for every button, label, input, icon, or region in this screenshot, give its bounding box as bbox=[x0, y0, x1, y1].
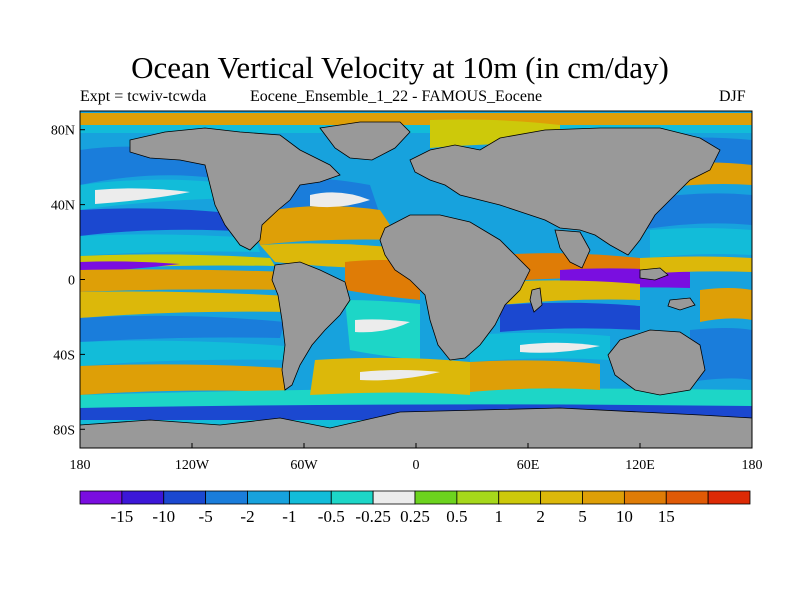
colorbar-label: -15 bbox=[111, 507, 134, 526]
experiment-label: Expt = tcwiv-tcwda bbox=[80, 88, 207, 105]
lat-tick-label: 80N bbox=[51, 124, 75, 139]
colorbar-label: 0.5 bbox=[446, 507, 467, 526]
lat-tick-label: 40N bbox=[51, 199, 75, 214]
lon-tick-label: 120W bbox=[175, 458, 210, 473]
season-label: DJF bbox=[719, 88, 746, 105]
colorbar-box bbox=[707, 490, 751, 505]
colorbar-label: -0.25 bbox=[355, 507, 390, 526]
eurasia-landmass bbox=[409, 127, 721, 256]
lon-tick-label: 180 bbox=[70, 458, 91, 473]
colorbar-label: 10 bbox=[616, 507, 633, 526]
colorbar-box bbox=[582, 490, 625, 505]
north-america-landmass bbox=[129, 127, 341, 251]
colorbar-label: -10 bbox=[152, 507, 175, 526]
colorbar-box bbox=[205, 490, 248, 505]
ensemble-label: Eocene_Ensemble_1_22 - FAMOUS_Eocene bbox=[250, 88, 543, 105]
colorbar-box bbox=[288, 490, 332, 505]
colorbar-box bbox=[163, 490, 207, 505]
colorbar-box bbox=[456, 490, 500, 505]
lon-tick-label: 60E bbox=[517, 458, 540, 473]
colorbar-label: -2 bbox=[240, 507, 254, 526]
land-masses bbox=[80, 121, 752, 448]
colorbar-box bbox=[121, 490, 165, 505]
africa-landmass bbox=[379, 214, 531, 361]
lat-tick-label: 40S bbox=[53, 348, 75, 363]
colorbar-box bbox=[247, 490, 290, 505]
colorbar-label: 0.25 bbox=[400, 507, 430, 526]
colorbar-box bbox=[372, 490, 416, 505]
indonesia-landmass bbox=[639, 267, 669, 281]
colorbar-box bbox=[498, 490, 542, 505]
madagascar-landmass bbox=[529, 287, 543, 313]
lon-tick-label: 60W bbox=[290, 458, 318, 473]
lon-tick-label: 180 bbox=[742, 458, 763, 473]
south-america-landmass bbox=[271, 261, 351, 391]
colorbar-boxes bbox=[79, 490, 751, 505]
lon-tick-label: 120E bbox=[625, 458, 655, 473]
colorbar-box bbox=[414, 490, 458, 505]
lat-tick-label: 0 bbox=[68, 274, 75, 289]
colorbar-label: 5 bbox=[578, 507, 587, 526]
colorbar-box bbox=[540, 490, 583, 505]
lat-tick-label: 80S bbox=[53, 423, 75, 438]
colorbar-label: -1 bbox=[282, 507, 296, 526]
velocity-field bbox=[80, 111, 752, 448]
colorbar-label: 1 bbox=[495, 507, 504, 526]
australia-landmass bbox=[607, 329, 706, 396]
colorbar-box bbox=[330, 490, 374, 505]
colorbar-box bbox=[665, 490, 709, 505]
colorbar-label: -0.5 bbox=[318, 507, 345, 526]
india-landmass bbox=[554, 229, 591, 269]
colorbar-labels: -15 -10 -5 -2 -1 -0.5 -0.25 0.25 0.5 1 2 5 10 15 bbox=[111, 507, 675, 526]
latitude-axis: 80N 40N 0 40S 80S bbox=[51, 124, 85, 438]
longitude-axis: 180 120W 60W 0 60E 120E 180 bbox=[70, 443, 763, 473]
new-guinea-landmass bbox=[667, 297, 696, 311]
antarctica-landmass bbox=[80, 407, 752, 448]
colorbar-label: -5 bbox=[199, 507, 213, 526]
colorbar-label: 2 bbox=[536, 507, 545, 526]
colorbar-box bbox=[623, 490, 667, 505]
lon-tick-label: 0 bbox=[413, 458, 420, 473]
colorbar-label: 15 bbox=[658, 507, 675, 526]
greenland-landmass bbox=[319, 121, 411, 161]
map-title: Ocean Vertical Velocity at 10m (in cm/da… bbox=[131, 50, 669, 85]
colorbar-box bbox=[79, 490, 123, 505]
